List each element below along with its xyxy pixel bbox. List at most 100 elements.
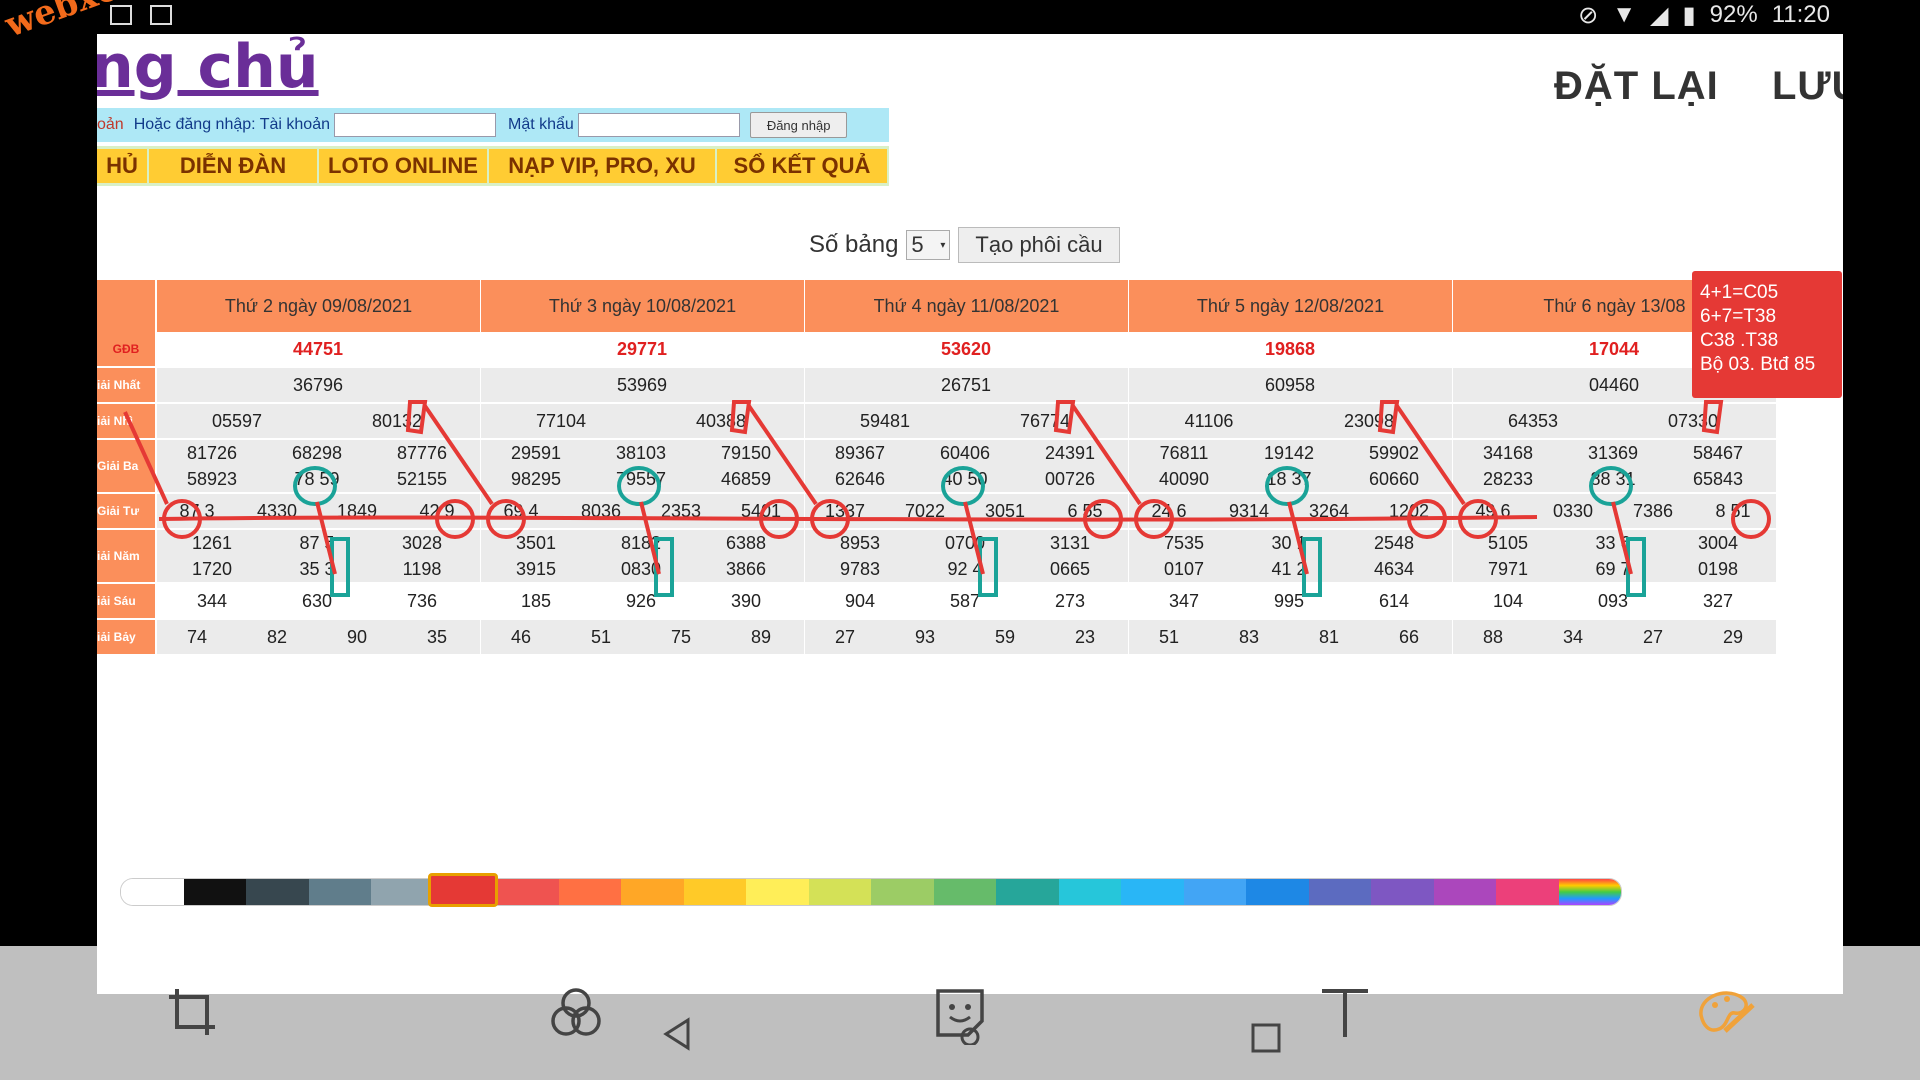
result-number: 2548 xyxy=(1373,533,1415,553)
result-number: 104 xyxy=(1492,591,1524,611)
result-number: 87 5 xyxy=(299,533,335,553)
result-number: 62646 xyxy=(834,469,886,489)
layers-tool-button[interactable] xyxy=(548,985,604,1046)
site-title[interactable]: ng chủ xyxy=(97,34,319,102)
result-number: 29591 xyxy=(510,443,562,463)
result-number: 736 xyxy=(406,591,438,611)
result-number: 3051 xyxy=(984,501,1026,521)
clock: 11:20 xyxy=(1771,1,1830,28)
result-number: 78 59 xyxy=(294,469,340,489)
result-number: 1261 xyxy=(191,533,233,553)
signal-icon: ◢ xyxy=(1649,1,1669,29)
result-number: 87 3 xyxy=(179,501,215,521)
menu-item-loto-online[interactable]: LOTO ONLINE xyxy=(319,149,487,183)
pen-tool-button[interactable] xyxy=(1695,985,1759,1046)
dropdown-arrow-icon: ▾ xyxy=(940,239,946,251)
result-number: 995 xyxy=(1273,591,1305,611)
result-row: 36796 xyxy=(157,368,480,402)
result-number: 27 xyxy=(1642,627,1664,647)
result-number: 65843 xyxy=(1692,469,1744,489)
result-number: 1202 xyxy=(1388,501,1430,521)
result-number: 35 3 xyxy=(299,559,335,579)
result-number: 327 xyxy=(1702,591,1734,611)
login-bar: oản Hoặc đăng nhập: Tài khoản Mật khẩu Đ… xyxy=(97,108,889,142)
result-row: 34168 31369 58467 28233 88 31 65843 xyxy=(1453,440,1776,492)
note-line: Bộ 03. Btđ 85 xyxy=(1700,354,1816,375)
result-row: 64353 07330 xyxy=(1453,404,1776,438)
result-row: 24 6 9314 3264 1202 xyxy=(1129,494,1452,528)
login-button[interactable]: Đăng nhập xyxy=(749,112,848,138)
crop-tool-button[interactable] xyxy=(165,985,219,1044)
sticker-tool-button[interactable] xyxy=(932,985,988,1050)
day-column: Thứ 2 ngày 09/08/2021 44751 36796 05597 8013… xyxy=(157,280,480,654)
result-number: 41 2 xyxy=(1271,559,1307,579)
result-number: 31369 xyxy=(1587,443,1639,463)
menu-item-forum[interactable]: DIỄN ĐÀN xyxy=(149,149,317,183)
results-table: GĐB iải Nhất iải Nhì Giải Ba Giải Tư iải Năm i… xyxy=(97,280,1843,674)
result-number: 3915 xyxy=(515,559,557,579)
result-row: 19868 xyxy=(1129,332,1452,366)
password-input[interactable] xyxy=(577,113,740,137)
menu-item-results[interactable]: SỔ KẾT QUẢ xyxy=(717,149,887,183)
result-number: 614 xyxy=(1378,591,1410,611)
row-label: GĐB xyxy=(97,332,155,366)
table-count-select[interactable]: 5 ▾ xyxy=(906,230,951,260)
result-number: 52155 xyxy=(396,469,448,489)
result-number: 0830 xyxy=(620,559,662,579)
result-number: 60660 xyxy=(1368,469,1420,489)
result-number: 81726 xyxy=(186,443,238,463)
screenshot-canvas[interactable]: ng chủ ĐẶT LẠI LƯU oản Hoặc đăng nhập: T… xyxy=(97,34,1843,994)
result-number: 7386 xyxy=(1632,501,1674,521)
row-label: iải Nhất xyxy=(97,368,155,402)
color-palette[interactable] xyxy=(120,878,1622,906)
day-column: Thứ 4 ngày 11/08/2021 53620 26751 59481 7677… xyxy=(805,280,1128,654)
result-number: 34168 xyxy=(1482,443,1534,463)
result-number: 8182 xyxy=(620,533,662,553)
note-line: 4+1=C05 xyxy=(1700,282,1779,303)
image-icon xyxy=(110,5,132,25)
overlap-circles-icon xyxy=(551,988,601,1036)
result-row: 60958 xyxy=(1129,368,1452,402)
result-number: 07330 xyxy=(1667,411,1719,431)
result-number: 4330 xyxy=(256,501,298,521)
day-header: Thứ 3 ngày 10/08/2021 xyxy=(481,280,804,332)
nav-recents-button[interactable] xyxy=(1250,1022,1282,1059)
result-number: 8036 xyxy=(580,501,622,521)
result-number: 81 xyxy=(1318,627,1340,647)
result-row: 53969 xyxy=(481,368,804,402)
result-number: 46859 xyxy=(720,469,772,489)
menu-item-home[interactable]: HỦ xyxy=(97,149,147,183)
create-template-button[interactable]: Tạo phôi cầu xyxy=(958,227,1120,263)
result-number: 93 xyxy=(914,627,936,647)
menu-item-vip[interactable]: NẠP VIP, PRO, XU xyxy=(489,149,715,183)
result-number: 3131 xyxy=(1049,533,1091,553)
result-number: 093 xyxy=(1597,591,1629,611)
result-number: 926 xyxy=(625,591,657,611)
result-number: 34 xyxy=(1562,627,1584,647)
result-number: 29771 xyxy=(616,339,668,359)
result-number: 44751 xyxy=(292,339,344,359)
result-number: 79557 xyxy=(615,469,667,489)
text-t-icon xyxy=(1322,989,1368,1037)
day-header: Thứ 2 ngày 09/08/2021 xyxy=(157,280,480,332)
nav-back-button[interactable] xyxy=(660,1016,696,1057)
username-input[interactable] xyxy=(334,113,496,137)
result-number: 90 xyxy=(346,627,368,647)
result-number: 17044 xyxy=(1588,339,1640,359)
selected-color-swatch[interactable] xyxy=(428,873,498,907)
result-row: 29591 38103 79150 98295 79557 46859 xyxy=(481,440,804,492)
save-button[interactable]: LƯU xyxy=(1772,64,1843,108)
result-number: 27 xyxy=(834,627,856,647)
row-label: Giải Tư xyxy=(97,494,155,528)
text-tool-button[interactable] xyxy=(1318,985,1372,1046)
result-number: 66 xyxy=(1398,627,1420,647)
result-number: 53620 xyxy=(940,339,992,359)
result-row: 8953 0700 3131 9783 92 4 0665 xyxy=(805,530,1128,582)
result-number: 26751 xyxy=(940,375,992,395)
result-number: 185 xyxy=(520,591,552,611)
result-number: 30 1 xyxy=(1271,533,1307,553)
result-number: 5401 xyxy=(740,501,782,521)
reset-button[interactable]: ĐẶT LẠI xyxy=(1554,64,1719,108)
result-number: 36796 xyxy=(292,375,344,395)
result-number: 347 xyxy=(1168,591,1200,611)
